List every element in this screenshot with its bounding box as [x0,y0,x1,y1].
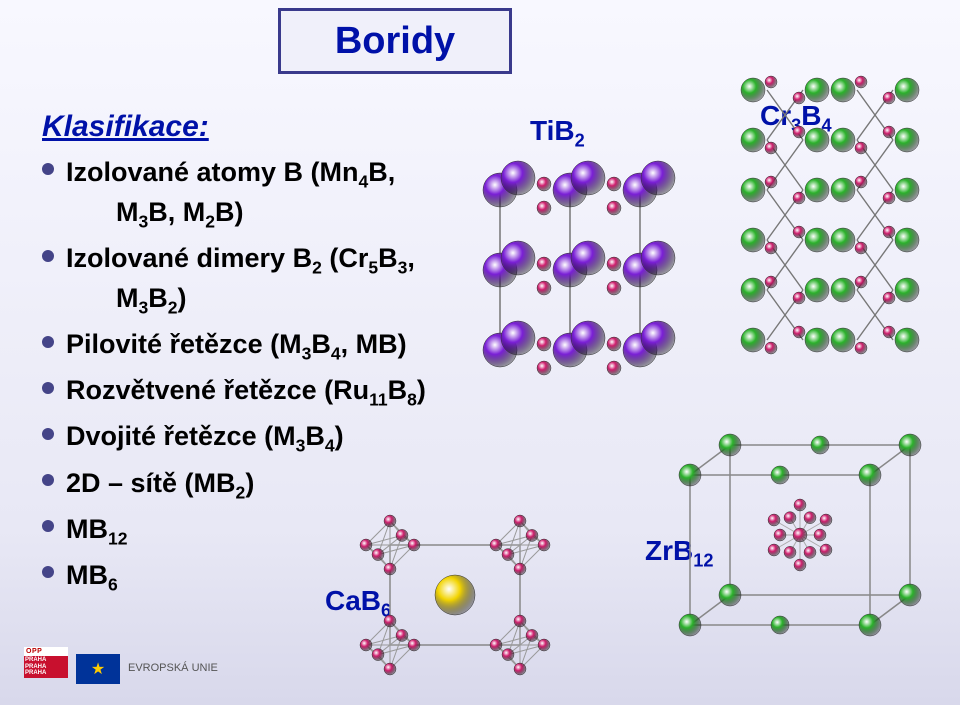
opp-logo: OPP PRAHAPRAHAPRAHA [24,647,68,691]
page-title: Boridy [335,20,455,63]
diagram-tib2 [460,150,700,410]
list-item: Dvojité řetězce (M3B4) [42,418,462,458]
title-box: Boridy [278,8,512,74]
diagram-cr3b4 [720,60,940,360]
label-tib2: TiB2 [530,115,585,152]
diagram-cab6 [335,495,575,685]
diagram-zrb12 [640,415,930,665]
heading-klasifikace: Klasifikace: [42,110,462,144]
list-item: Izolované dimery B2 (Cr5B3, M3B2) [42,240,462,320]
list-item: Rozvětvené řetězce (Ru11B8) [42,372,462,412]
list-item: Pilovité řetězce (M3B4, MB) [42,326,462,366]
list-item: Izolované atomy B (Mn4B, M3B, M2B) [42,154,462,234]
eu-text: EVROPSKÁ UNIE [128,662,218,675]
eu-flag-icon: ★ [76,654,120,684]
footer-logos: OPP PRAHAPRAHAPRAHA ★ EVROPSKÁ UNIE [24,647,218,691]
